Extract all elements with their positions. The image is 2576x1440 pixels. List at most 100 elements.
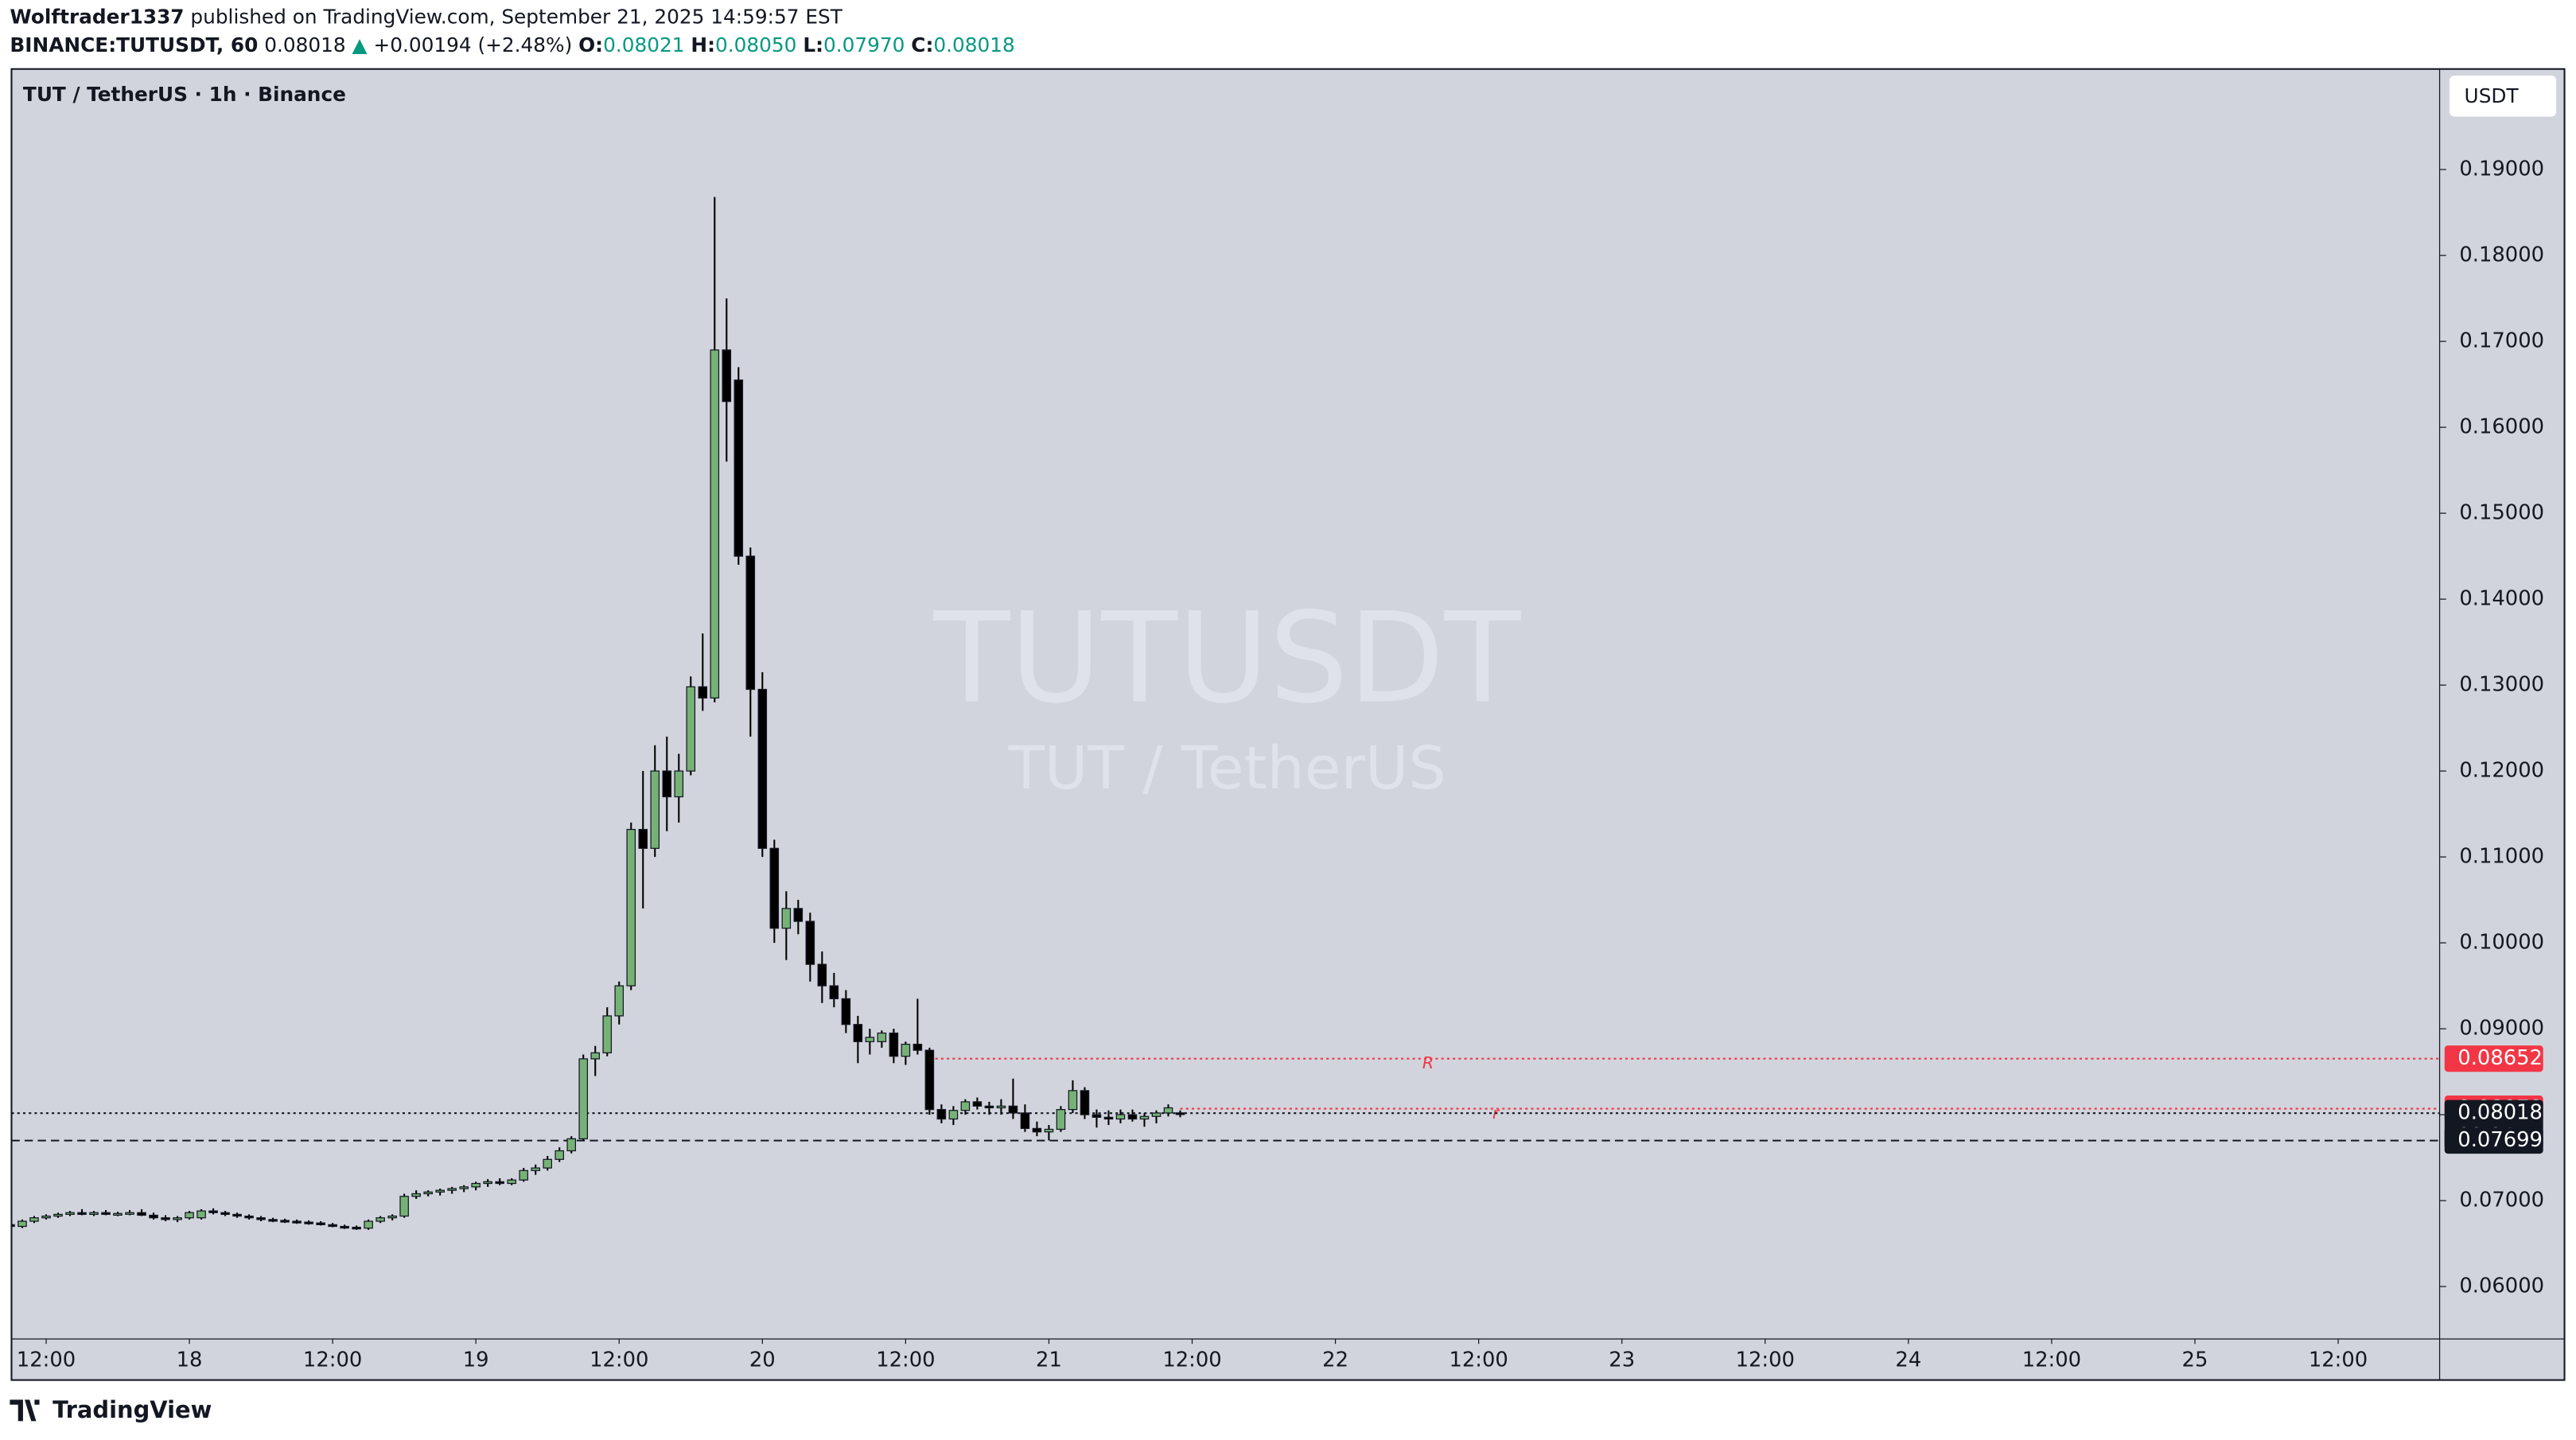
candle-body bbox=[220, 1212, 230, 1216]
plot-background bbox=[10, 68, 2566, 1381]
x-tick-label: 19 bbox=[463, 1348, 489, 1372]
price-tag-label: 0.08652 bbox=[2457, 1046, 2543, 1070]
candle-body bbox=[841, 998, 851, 1026]
symbol: BINANCE:TUTUSDT, 60 bbox=[10, 33, 258, 56]
candle-body bbox=[1008, 1105, 1018, 1114]
header-line-2: BINANCE:TUTUSDT, 60 0.08018 ▲ +0.00194 (… bbox=[10, 33, 1014, 56]
candle-body bbox=[471, 1182, 481, 1188]
candle-body bbox=[376, 1217, 385, 1222]
logo: TradingView bbox=[10, 1396, 212, 1423]
watermark-subtitle: TUT / TetherUS bbox=[1008, 734, 1446, 803]
x-tick-label: 20 bbox=[749, 1348, 776, 1372]
candle-body bbox=[268, 1219, 278, 1222]
ohlc-label: C: bbox=[911, 33, 933, 56]
candle-body bbox=[161, 1217, 170, 1220]
candle-body bbox=[829, 985, 839, 999]
candle-body bbox=[173, 1217, 182, 1220]
candle-body bbox=[519, 1170, 528, 1181]
candle-body bbox=[387, 1215, 397, 1219]
candle-body bbox=[602, 1015, 613, 1053]
y-tick-label: 0.18000 bbox=[2459, 243, 2544, 267]
y-tick-label: 0.14000 bbox=[2459, 587, 2544, 611]
candle-body bbox=[244, 1215, 254, 1219]
candle-body bbox=[328, 1224, 337, 1228]
candle-body bbox=[865, 1037, 875, 1042]
candle-body bbox=[1068, 1090, 1078, 1111]
x-tick-label: 12:00 bbox=[590, 1348, 648, 1372]
candle-body bbox=[924, 1049, 935, 1111]
currency-button[interactable] bbox=[2449, 75, 2557, 117]
candle-body bbox=[1056, 1109, 1066, 1131]
candle-body bbox=[638, 828, 648, 849]
candle-body bbox=[578, 1058, 589, 1139]
candle-body bbox=[89, 1212, 99, 1216]
ohlc-value: 0.07970 bbox=[823, 33, 905, 56]
x-tick-label: 12:00 bbox=[2309, 1348, 2368, 1372]
watermark: TUTUSDT bbox=[933, 586, 1522, 731]
candle-body bbox=[555, 1150, 565, 1160]
candle-body bbox=[722, 349, 732, 403]
candle-body bbox=[447, 1188, 457, 1191]
ohlc-value: 0.08021 bbox=[603, 33, 684, 56]
plot: Rr bbox=[11, 197, 2440, 1230]
candle-body bbox=[590, 1052, 601, 1060]
candle-body bbox=[781, 908, 792, 929]
axes: 0.060000.070000.080000.090000.100000.110… bbox=[11, 68, 2565, 1380]
candle-body bbox=[483, 1181, 492, 1185]
x-tick-label: 12:00 bbox=[17, 1348, 76, 1372]
candle-body bbox=[1032, 1127, 1042, 1133]
candle-body bbox=[1175, 1112, 1185, 1115]
candle-body bbox=[208, 1210, 218, 1213]
candle-body bbox=[292, 1220, 302, 1224]
candle-body bbox=[1151, 1112, 1162, 1117]
x-tick-label: 23 bbox=[1609, 1348, 1635, 1372]
x-tick-label: 18 bbox=[177, 1348, 203, 1372]
candle-body bbox=[411, 1193, 421, 1197]
candle-body bbox=[18, 1220, 27, 1228]
candle-body bbox=[805, 920, 815, 965]
candle-body bbox=[757, 688, 768, 849]
candle-body bbox=[817, 963, 827, 987]
candle-body bbox=[11, 1224, 15, 1228]
price-tag-box bbox=[2444, 1127, 2543, 1154]
candle-body bbox=[566, 1138, 577, 1152]
candle-body bbox=[614, 985, 625, 1017]
candle-body bbox=[459, 1186, 469, 1189]
header-line-1: Wolftrader1337 published on TradingView.… bbox=[10, 6, 842, 29]
candle-body bbox=[745, 555, 756, 691]
candle-body bbox=[340, 1225, 349, 1229]
price-tag-box bbox=[2444, 1045, 2543, 1072]
y-tick-label: 0.19000 bbox=[2459, 158, 2544, 181]
candle-body bbox=[423, 1191, 433, 1195]
x-tick-label: 12:00 bbox=[1162, 1348, 1221, 1372]
candle-body bbox=[399, 1196, 409, 1217]
candle-body bbox=[77, 1212, 87, 1216]
candle-body bbox=[495, 1181, 504, 1185]
candle-body bbox=[531, 1167, 540, 1171]
candle-body bbox=[232, 1213, 242, 1217]
candle-body bbox=[1139, 1115, 1150, 1120]
candle-body bbox=[41, 1215, 51, 1219]
candle-body bbox=[304, 1221, 313, 1224]
x-tick-label: 24 bbox=[1895, 1348, 1921, 1372]
y-tick-label: 0.15000 bbox=[2459, 501, 2544, 525]
x-tick-label: 25 bbox=[2182, 1348, 2208, 1372]
candle-body bbox=[1020, 1112, 1030, 1130]
currency[interactable]: USDT bbox=[2465, 84, 2520, 107]
candle-body bbox=[769, 847, 780, 929]
candle-body bbox=[960, 1101, 971, 1111]
candle-body bbox=[1103, 1116, 1114, 1120]
price-tag-label: 0.07699 bbox=[2457, 1128, 2543, 1152]
candle-body bbox=[1115, 1114, 1126, 1120]
candle-body bbox=[1091, 1114, 1102, 1118]
candle-body bbox=[948, 1110, 959, 1120]
candle-body bbox=[1127, 1114, 1138, 1120]
candle-body bbox=[53, 1213, 63, 1217]
candle-body bbox=[435, 1189, 445, 1193]
candle-body bbox=[912, 1043, 923, 1051]
candle-body bbox=[137, 1212, 146, 1216]
x-tick-label: 12:00 bbox=[2022, 1348, 2081, 1372]
candle-body bbox=[101, 1212, 111, 1216]
candle-body bbox=[853, 1024, 863, 1042]
